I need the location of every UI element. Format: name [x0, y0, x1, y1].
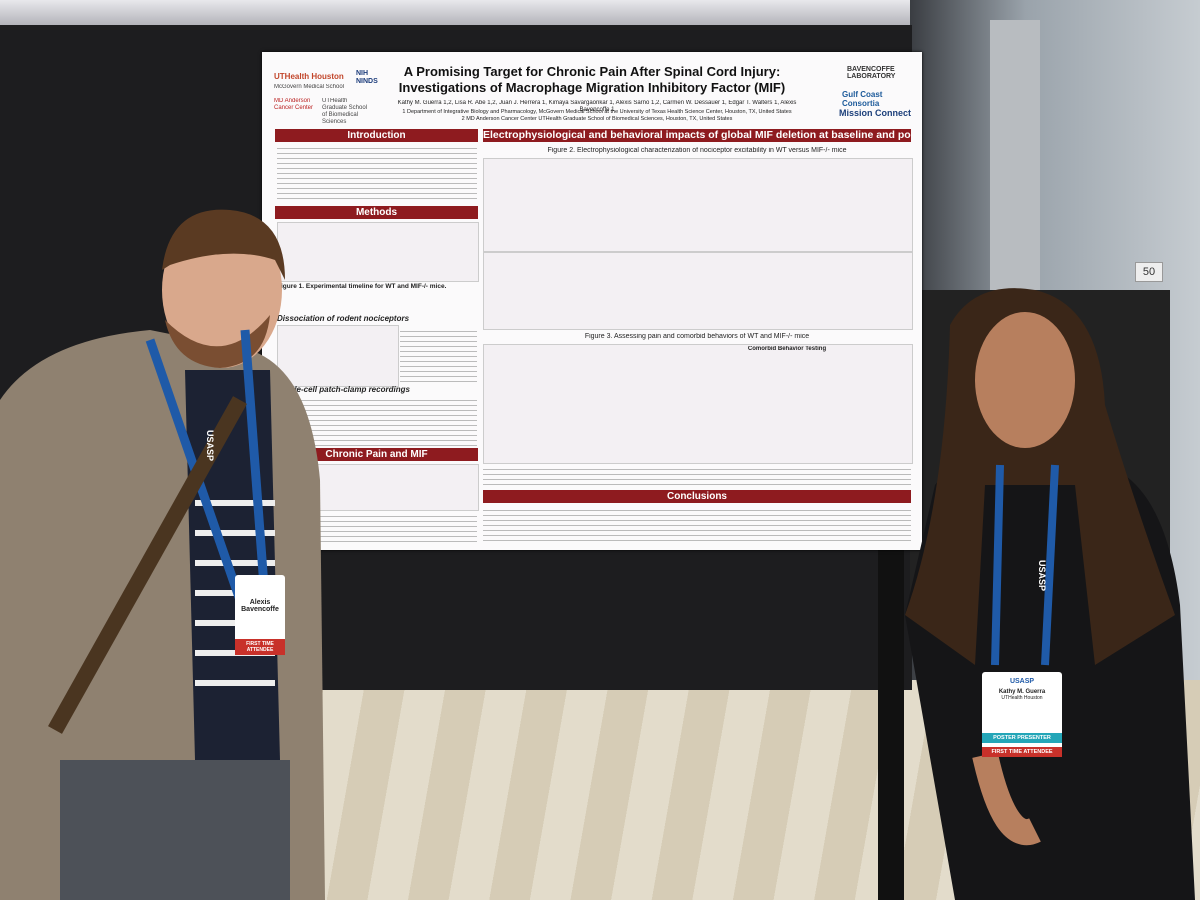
- figure-3-legend: [483, 465, 911, 489]
- pillar: [990, 20, 1040, 290]
- logo-nih: NIH NINDS: [356, 70, 378, 85]
- logo-gsbs: UTHealth Graduate School of Biomedical S…: [322, 98, 368, 125]
- figure-2-bottom: [483, 252, 913, 330]
- lanyard-text: USASP: [1037, 560, 1047, 592]
- logo-lab: BAVENCOFFE LABORATORY: [847, 66, 896, 80]
- figure-3: [483, 344, 913, 464]
- badge-ribbon: FIRST TIME ATTENDEE: [235, 639, 285, 655]
- subheading: Whole-cell patch-clamp recordings: [277, 385, 410, 394]
- figure-caption: Figure 2. Electrophysiological character…: [547, 147, 847, 154]
- authors: Kathy M. Guerra 1,2, Lisa R. Abe 1,2, Ju…: [397, 100, 797, 113]
- lanyard: [991, 464, 1059, 666]
- logo-gcc: Gulf Coast Consortia: [842, 90, 883, 108]
- name-badge: USASP Kathy M. Guerra UTHealth Houston P…: [982, 672, 1062, 757]
- intro-text: [277, 144, 477, 202]
- affiliation: 1 Department of Integrative Biology and …: [402, 109, 792, 115]
- face: [975, 312, 1075, 448]
- badge-affiliation: UTHealth Houston: [1001, 695, 1043, 701]
- section-header: Electrophysiological and behavioral impa…: [483, 129, 911, 142]
- figure-2-top: [483, 158, 913, 252]
- trousers: [60, 760, 290, 900]
- poster-title: Investigations of Macrophage Migration I…: [398, 80, 786, 95]
- logo-mdanderson: MD Anderson Cancer Center: [274, 98, 314, 111]
- left-person: [0, 209, 325, 900]
- badge-name: Alexis Bavencoffe: [241, 599, 279, 613]
- figure-caption: Figure 1. Experimental timeline for WT a…: [277, 283, 447, 290]
- right-person: [905, 288, 1195, 900]
- dissociation-text: [400, 327, 477, 385]
- poster: UTHealth Houston McGovern Medical School…: [262, 52, 922, 550]
- hair: [905, 288, 1175, 665]
- lanyard-text: USASP: [205, 430, 215, 462]
- conclusions-text: [483, 506, 911, 542]
- name-badge: Alexis Bavencoffe FIRST TIME ATTENDEE: [235, 575, 285, 655]
- timeline-figure: [277, 222, 479, 282]
- subheading: Dissociation of rodent nociceptors: [277, 314, 410, 323]
- room-sign: 50: [1135, 262, 1163, 282]
- lanyard: [240, 329, 270, 601]
- logo-mcgovern: McGovern Medical School: [274, 84, 345, 90]
- badge-ribbon: POSTER PRESENTER: [982, 733, 1062, 743]
- section-header: Conclusions: [483, 490, 911, 503]
- badge-ribbon: FIRST TIME ATTENDEE: [982, 747, 1062, 757]
- dissociation-figure: [277, 325, 399, 387]
- logo-uthealth: UTHealth Houston: [274, 72, 344, 81]
- figure-panel-title: Comorbid Behavior Testing: [747, 346, 827, 352]
- stand-leg: [878, 548, 904, 900]
- section-header: Methods: [275, 206, 478, 219]
- poster-title: A Promising Target for Chronic Pain Afte…: [403, 64, 781, 79]
- section-header: Introduction: [275, 129, 478, 142]
- hair: [162, 209, 285, 280]
- hands: [972, 752, 1041, 845]
- figure-caption: Figure 3. Assessing pain and comorbid be…: [584, 333, 810, 340]
- badge-lanyard-label: USASP: [1009, 678, 1035, 685]
- bag-strap: [48, 396, 247, 734]
- logo-mission: Mission Connect: [839, 108, 912, 118]
- affiliation: 2 MD Anderson Cancer Center UTHealth Gra…: [461, 116, 733, 122]
- section-header: Chronic Pain and MIF: [275, 448, 478, 461]
- badge-name: Kathy M. Guerra: [998, 689, 1046, 695]
